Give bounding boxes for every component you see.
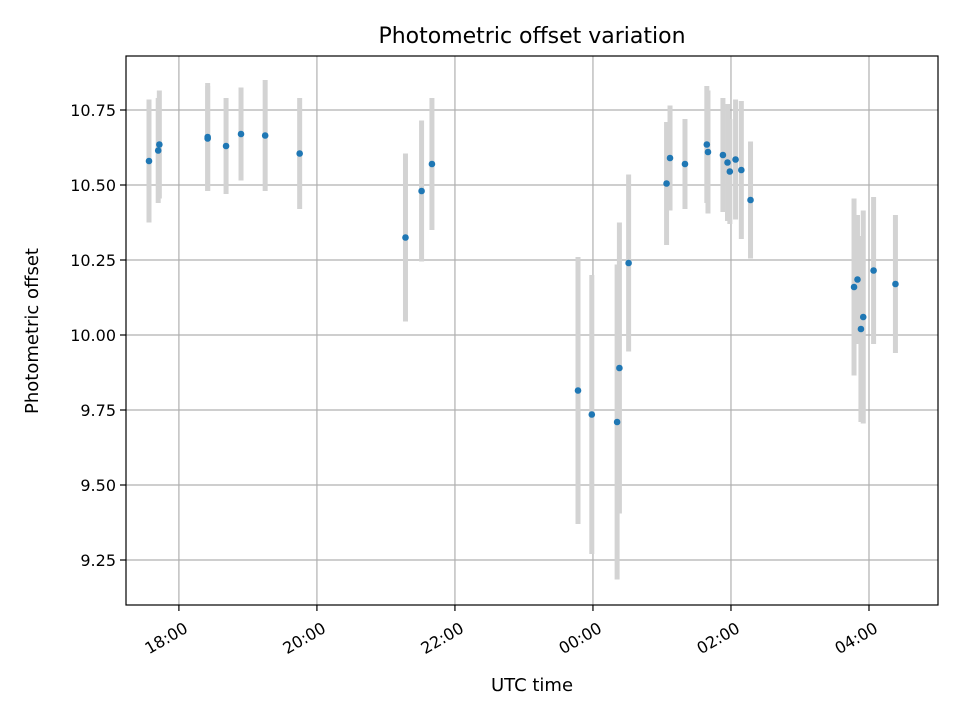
data-point — [616, 364, 623, 372]
grid — [126, 56, 938, 605]
data-point — [724, 159, 731, 166]
data-point — [892, 280, 899, 288]
data-point — [625, 259, 632, 267]
data-point — [854, 276, 861, 283]
y-tick-label: 9.50 — [80, 476, 116, 495]
x-axis-label: UTC time — [491, 675, 573, 696]
data-point — [574, 387, 582, 394]
data-point — [204, 133, 211, 141]
data-point — [261, 132, 269, 139]
data-point — [719, 151, 727, 159]
y-tick-label: 9.75 — [80, 401, 116, 420]
data-point — [726, 168, 734, 175]
data-point — [747, 196, 754, 204]
y-axis: 9.25 9.50 9.75 10.00 10.25 10.50 10.75 — [70, 101, 126, 570]
data-point — [588, 411, 596, 418]
y-tick-label: 10.75 — [70, 101, 116, 120]
data-point — [418, 187, 425, 195]
data-point — [613, 418, 621, 426]
y-tick-label: 9.25 — [80, 551, 116, 570]
data-point — [738, 166, 745, 174]
data-point — [663, 180, 670, 187]
data-point — [703, 141, 711, 148]
data-point — [428, 160, 436, 168]
data-point — [859, 313, 867, 321]
data-point — [154, 147, 162, 154]
data-point — [704, 148, 712, 156]
data-point — [681, 160, 689, 168]
y-tick-label: 10.25 — [70, 251, 116, 270]
y-axis-label: Photometric offset — [22, 248, 43, 414]
y-tick-label: 10.00 — [70, 326, 116, 345]
chart-title: Photometric offset variation — [378, 24, 685, 49]
data-point — [156, 141, 163, 148]
plot-frame — [125, 55, 939, 606]
data-point — [402, 234, 409, 241]
data-point — [857, 325, 865, 333]
data-point — [145, 157, 153, 165]
data-point — [237, 130, 245, 138]
data-point — [666, 154, 674, 162]
data-point — [296, 150, 303, 157]
y-tick-label: 10.50 — [70, 176, 116, 195]
data-point — [870, 267, 877, 274]
data-points — [145, 130, 899, 426]
data-point — [850, 283, 858, 291]
data-point — [222, 142, 230, 150]
data-point — [732, 156, 739, 163]
